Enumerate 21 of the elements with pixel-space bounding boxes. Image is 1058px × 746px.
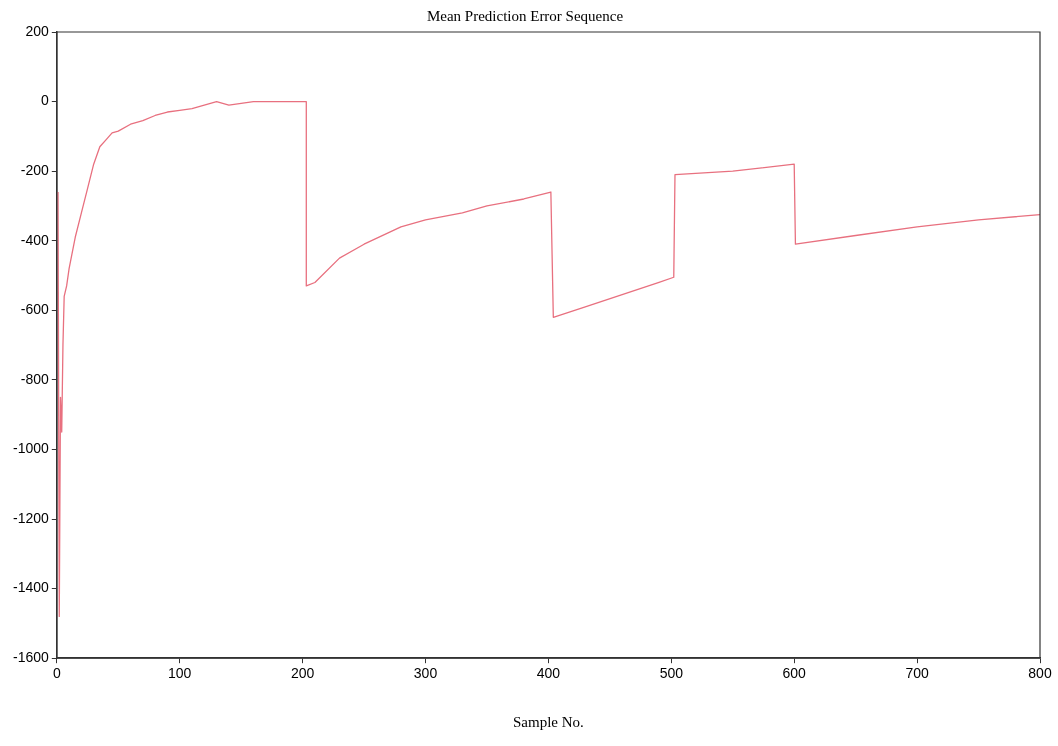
y-tick-label: 0 (41, 92, 50, 109)
y-tick-label: -600 (20, 301, 50, 318)
x-tick-label: 600 (782, 665, 807, 682)
x-tick-label: 100 (168, 665, 192, 682)
y-tick-label: 200 (25, 22, 50, 39)
y-tick-label: -400 (20, 231, 50, 248)
x-tick-label: 400 (536, 665, 561, 682)
x-axis-title: Sample No. (512, 713, 584, 730)
x-tick-label: 700 (905, 665, 929, 682)
x-tick-label: 500 (659, 665, 684, 682)
x-tick-label: 0 (52, 665, 61, 682)
y-tick-label: -200 (20, 162, 50, 179)
x-tick-label: 300 (413, 665, 438, 682)
y-tick-label: -1200 (12, 509, 50, 526)
y-tick-label: -1000 (12, 440, 50, 457)
x-tick-label: 200 (290, 665, 315, 682)
chart-title: Mean Prediction Error Sequence (426, 7, 624, 24)
y-tick-label: -1400 (12, 579, 50, 596)
y-tick-label: -1600 (12, 649, 50, 666)
x-tick-label: 800 (1028, 665, 1052, 682)
y-tick-label: -800 (20, 370, 50, 387)
